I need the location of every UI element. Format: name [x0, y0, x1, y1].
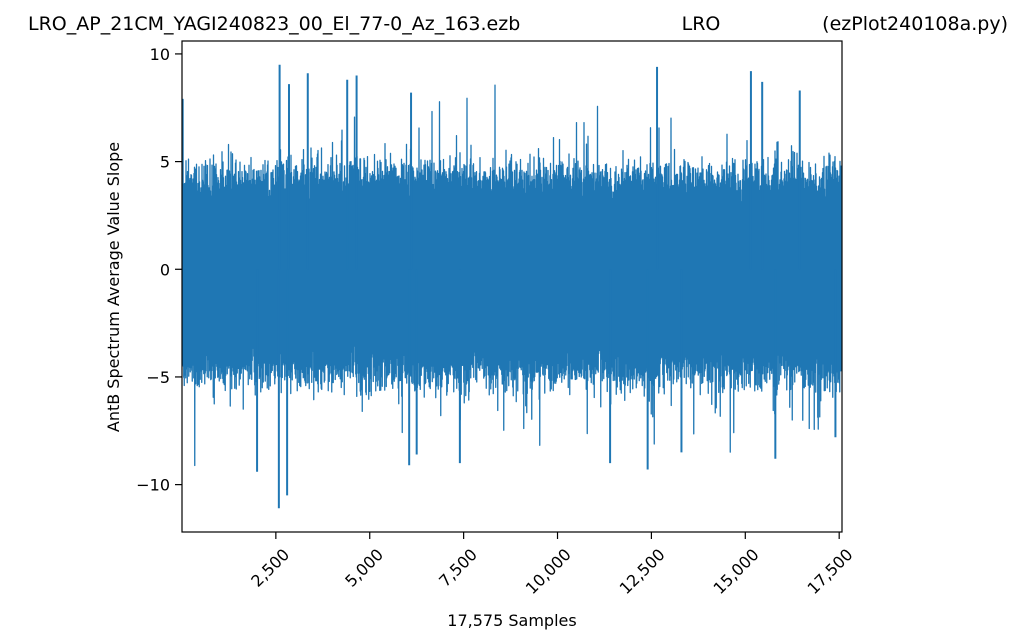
- chart-title-left: LRO_AP_21CM_YAGI240823_00_El_77-0_Az_163…: [28, 13, 520, 35]
- chart-title-right: (ezPlot240108a.py): [822, 13, 1008, 35]
- y-tick-label: 0: [160, 260, 170, 279]
- chart-title-center: LRO: [682, 13, 721, 35]
- y-tick-label: −5: [146, 368, 170, 387]
- y-axis-ticks: −10 −5 0 5 10: [136, 45, 182, 495]
- series-line: [182, 84, 842, 467]
- series-group: [182, 64, 842, 509]
- x-axis-label: 17,575 Samples: [447, 611, 576, 630]
- plot-frame: [181, 40, 843, 533]
- y-axis-label: AntB Spectrum Average Value Slope: [104, 142, 123, 432]
- y-tick-label: 5: [160, 153, 170, 172]
- y-tick-label: 10: [150, 45, 170, 64]
- y-tick-label: −10: [136, 476, 170, 495]
